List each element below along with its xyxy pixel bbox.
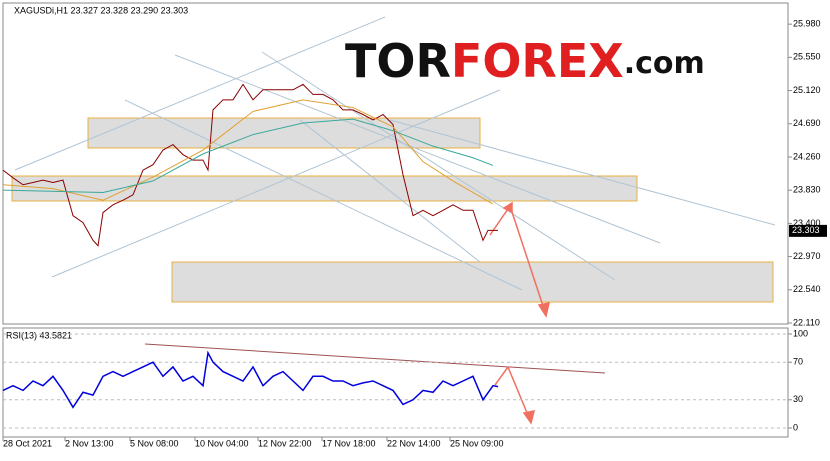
zone <box>87 117 481 149</box>
trend-line <box>14 16 386 171</box>
x-tick-label: 17 Nov 18:00 <box>322 438 376 448</box>
zones <box>11 117 774 303</box>
trend-lines <box>14 16 776 291</box>
y-tick-label: 25.120 <box>793 85 821 95</box>
y-tick-label: 0 <box>793 422 798 432</box>
series-line <box>2 118 494 193</box>
y-tick-label: 23.400 <box>793 218 821 228</box>
series-line <box>2 99 494 205</box>
logo: TORFOREX.com <box>345 34 705 88</box>
y-tick-label: 22.540 <box>793 284 821 294</box>
trend-line <box>261 51 616 281</box>
x-tick-label: 10 Nov 04:00 <box>195 438 249 448</box>
trend-line <box>51 89 501 278</box>
trend-line <box>124 99 523 291</box>
arrow <box>507 366 531 421</box>
y-tick-label: 25.980 <box>793 19 821 29</box>
y-tick-label: 24.690 <box>793 118 821 128</box>
x-tick-label: 2 Nov 13:00 <box>65 438 114 448</box>
arrow-head <box>537 302 550 318</box>
y-tick-label: 100 <box>793 328 808 338</box>
rsi-trend-line <box>144 343 606 374</box>
trend-line <box>174 54 661 244</box>
x-tick-label: 5 Nov 08:00 <box>130 438 179 448</box>
trend-line <box>299 119 481 263</box>
rsi-panel <box>2 327 789 438</box>
x-tick-label: 12 Nov 22:00 <box>258 438 312 448</box>
last-value-label: 23.303 <box>792 225 820 235</box>
series-line <box>2 83 498 247</box>
main-panel <box>2 2 789 325</box>
logo-part: .com <box>624 46 705 81</box>
logo-part: FOREX <box>451 34 624 88</box>
y-tick-label: 22.970 <box>793 251 821 261</box>
x-tick-label: 28 Oct 2021 <box>3 438 52 448</box>
arrow-head <box>522 410 536 425</box>
x-tick-label: 25 Nov 09:00 <box>450 438 504 448</box>
arrow-head <box>502 201 513 214</box>
y-tick-label: 24.260 <box>793 151 821 161</box>
chart-title: XAGUSDi,H1 23.327 23.328 23.290 23.303 <box>14 5 188 15</box>
y-tick-label: 22.110 <box>793 317 820 327</box>
arrow <box>494 366 509 386</box>
y-tick-label: 23.830 <box>793 185 821 195</box>
arrow <box>509 205 546 313</box>
zone <box>11 175 638 202</box>
rsi-title: RSI(13) 43.5821 <box>6 330 72 340</box>
logo-part: TOR <box>345 34 451 88</box>
zone <box>171 261 774 303</box>
y-tick-label: 30 <box>793 394 803 404</box>
trend-line <box>389 119 776 226</box>
y-tick-label: 25.550 <box>793 52 821 62</box>
y-tick-label: 70 <box>793 357 803 367</box>
last-value-box <box>789 224 827 237</box>
x-tick-label: 22 Nov 14:00 <box>387 438 441 448</box>
series-line <box>2 350 499 409</box>
